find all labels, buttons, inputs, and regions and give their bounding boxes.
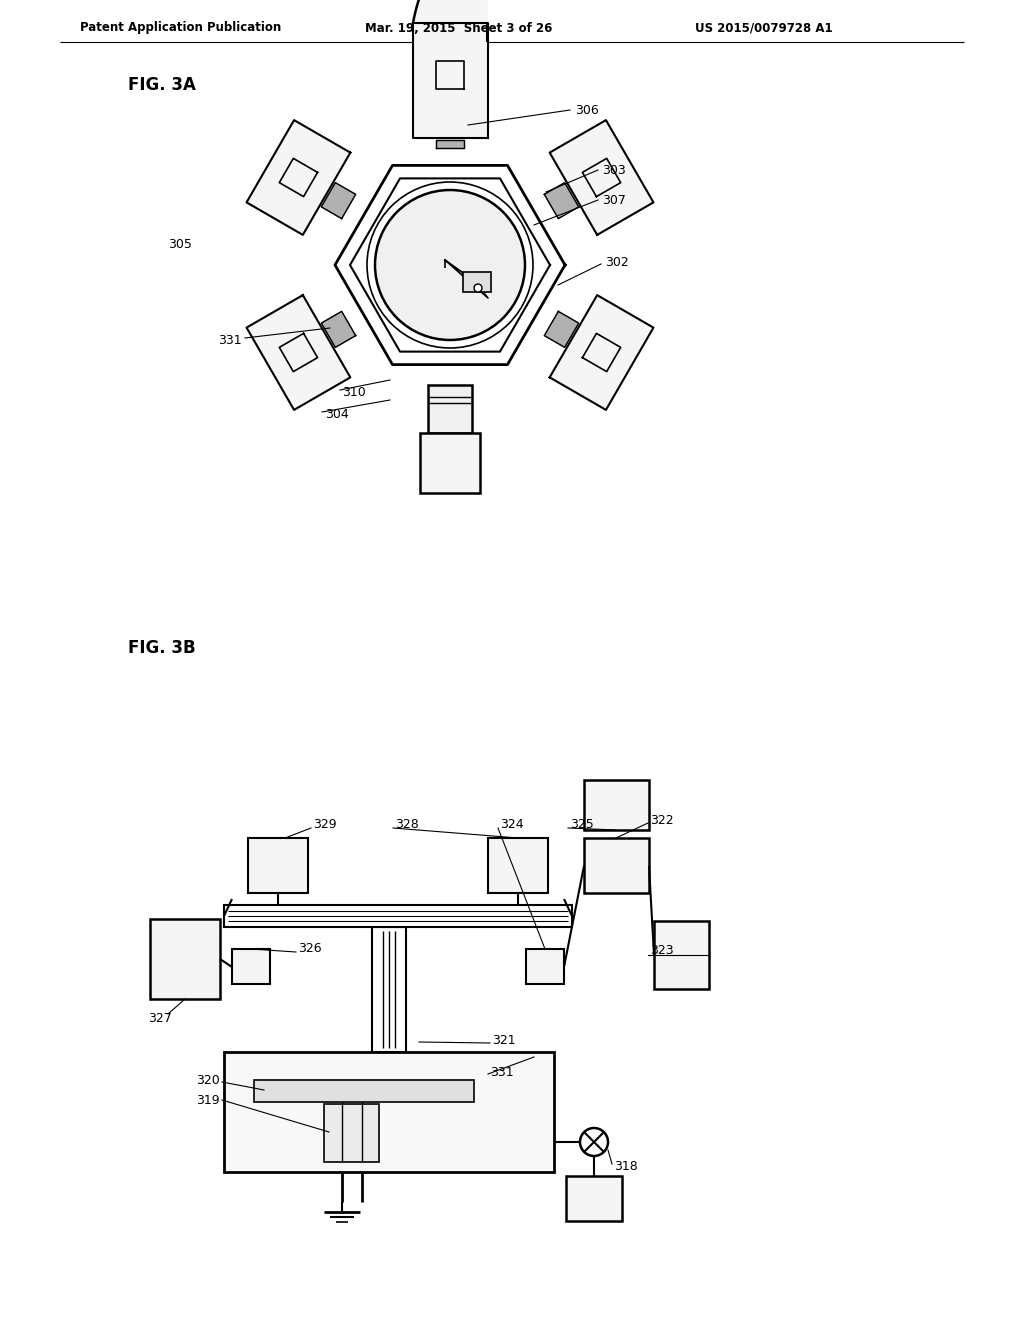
Circle shape: [474, 284, 482, 292]
Text: FIG. 3B: FIG. 3B: [128, 639, 196, 657]
Text: 310: 310: [342, 385, 366, 399]
Bar: [584, 780, 649, 830]
Polygon shape: [247, 296, 350, 411]
Text: FIG. 3A: FIG. 3A: [128, 77, 196, 94]
Text: 327: 327: [148, 1012, 172, 1026]
Bar: [224, 1052, 554, 1172]
Bar: [324, 1104, 379, 1162]
Polygon shape: [545, 182, 579, 219]
Text: 323: 323: [650, 944, 674, 957]
Bar: [463, 272, 490, 292]
Polygon shape: [436, 140, 464, 148]
Bar: [526, 949, 564, 983]
Text: 325: 325: [570, 818, 594, 832]
Text: 326: 326: [298, 942, 322, 956]
Text: 319: 319: [196, 1093, 219, 1106]
Text: 329: 329: [313, 818, 337, 832]
Polygon shape: [413, 0, 487, 22]
Text: Mar. 19, 2015  Sheet 3 of 26: Mar. 19, 2015 Sheet 3 of 26: [365, 21, 552, 34]
Text: 322: 322: [650, 813, 674, 826]
Text: 324: 324: [500, 818, 523, 832]
Circle shape: [375, 190, 525, 341]
Text: 305: 305: [168, 239, 191, 252]
Text: 302: 302: [605, 256, 629, 268]
Text: 331: 331: [490, 1065, 514, 1078]
Bar: [488, 838, 548, 894]
Text: 304: 304: [325, 408, 349, 421]
Polygon shape: [413, 22, 487, 137]
Bar: [566, 1176, 622, 1221]
Polygon shape: [550, 120, 653, 235]
Polygon shape: [545, 312, 579, 347]
Bar: [254, 1080, 474, 1102]
Text: US 2015/0079728 A1: US 2015/0079728 A1: [695, 21, 833, 34]
Circle shape: [580, 1129, 608, 1156]
Text: 331: 331: [218, 334, 242, 346]
Bar: [248, 838, 308, 894]
Text: 321: 321: [492, 1034, 516, 1047]
Text: 318: 318: [614, 1159, 638, 1172]
Text: 306: 306: [575, 103, 599, 116]
Text: Patent Application Publication: Patent Application Publication: [80, 21, 282, 34]
Polygon shape: [322, 182, 355, 219]
Polygon shape: [322, 312, 355, 347]
Text: 307: 307: [602, 194, 626, 206]
Polygon shape: [550, 296, 653, 411]
Text: 328: 328: [395, 818, 419, 832]
Text: 320: 320: [196, 1073, 220, 1086]
Bar: [420, 433, 480, 492]
Bar: [584, 838, 649, 894]
Bar: [232, 949, 270, 983]
Polygon shape: [247, 120, 350, 235]
Bar: [372, 927, 406, 1052]
Bar: [150, 919, 220, 999]
Bar: [654, 921, 709, 989]
Text: 303: 303: [602, 164, 626, 177]
Bar: [428, 385, 472, 433]
Bar: [224, 906, 572, 927]
